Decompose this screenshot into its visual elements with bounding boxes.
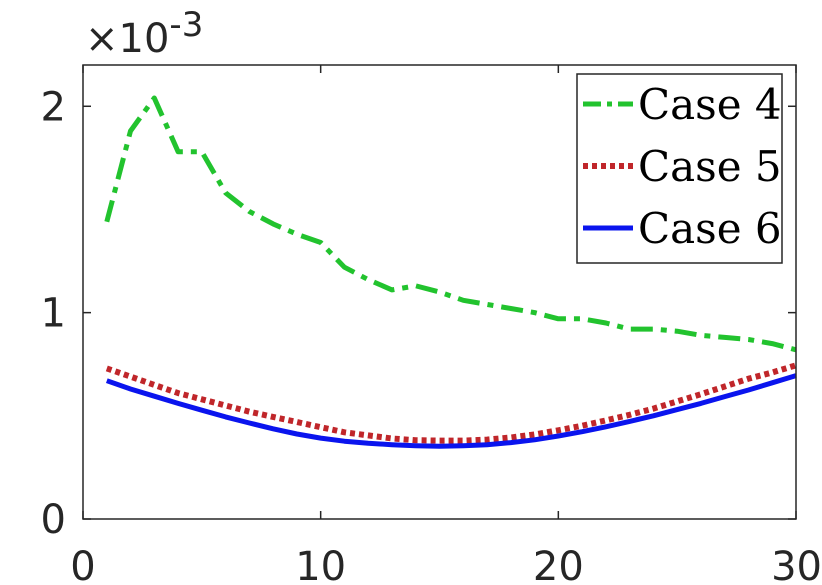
legend-label-2: Case 5 — [638, 142, 782, 191]
axis-exponent-label: ×10-3 — [85, 5, 203, 62]
x-tick-label: 10 — [295, 544, 346, 585]
legend: Case 4 Case 5 Case 6 — [576, 73, 783, 264]
y-tick-label: 2 — [41, 84, 66, 130]
y-tick-label: 1 — [41, 291, 66, 337]
series-line-1 — [104, 95, 797, 353]
x-tick-label: 0 — [70, 544, 95, 585]
series-line-3 — [105, 373, 797, 449]
legend-label-1: Case 4 — [638, 80, 782, 129]
x-tick-label: 20 — [533, 544, 584, 585]
ticks-layer: 0 10 20 30 0 1 2 — [41, 65, 822, 585]
y-tick-label: 0 — [41, 497, 66, 543]
exponent-prefix: ×10 — [85, 16, 169, 62]
exponent-power: -3 — [169, 5, 203, 45]
x-tick-label: 30 — [771, 544, 822, 585]
series-line-2 — [105, 362, 797, 444]
legend-label-3: Case 6 — [638, 204, 782, 253]
series-layer — [104, 95, 797, 449]
plot-frame — [82, 64, 797, 520]
